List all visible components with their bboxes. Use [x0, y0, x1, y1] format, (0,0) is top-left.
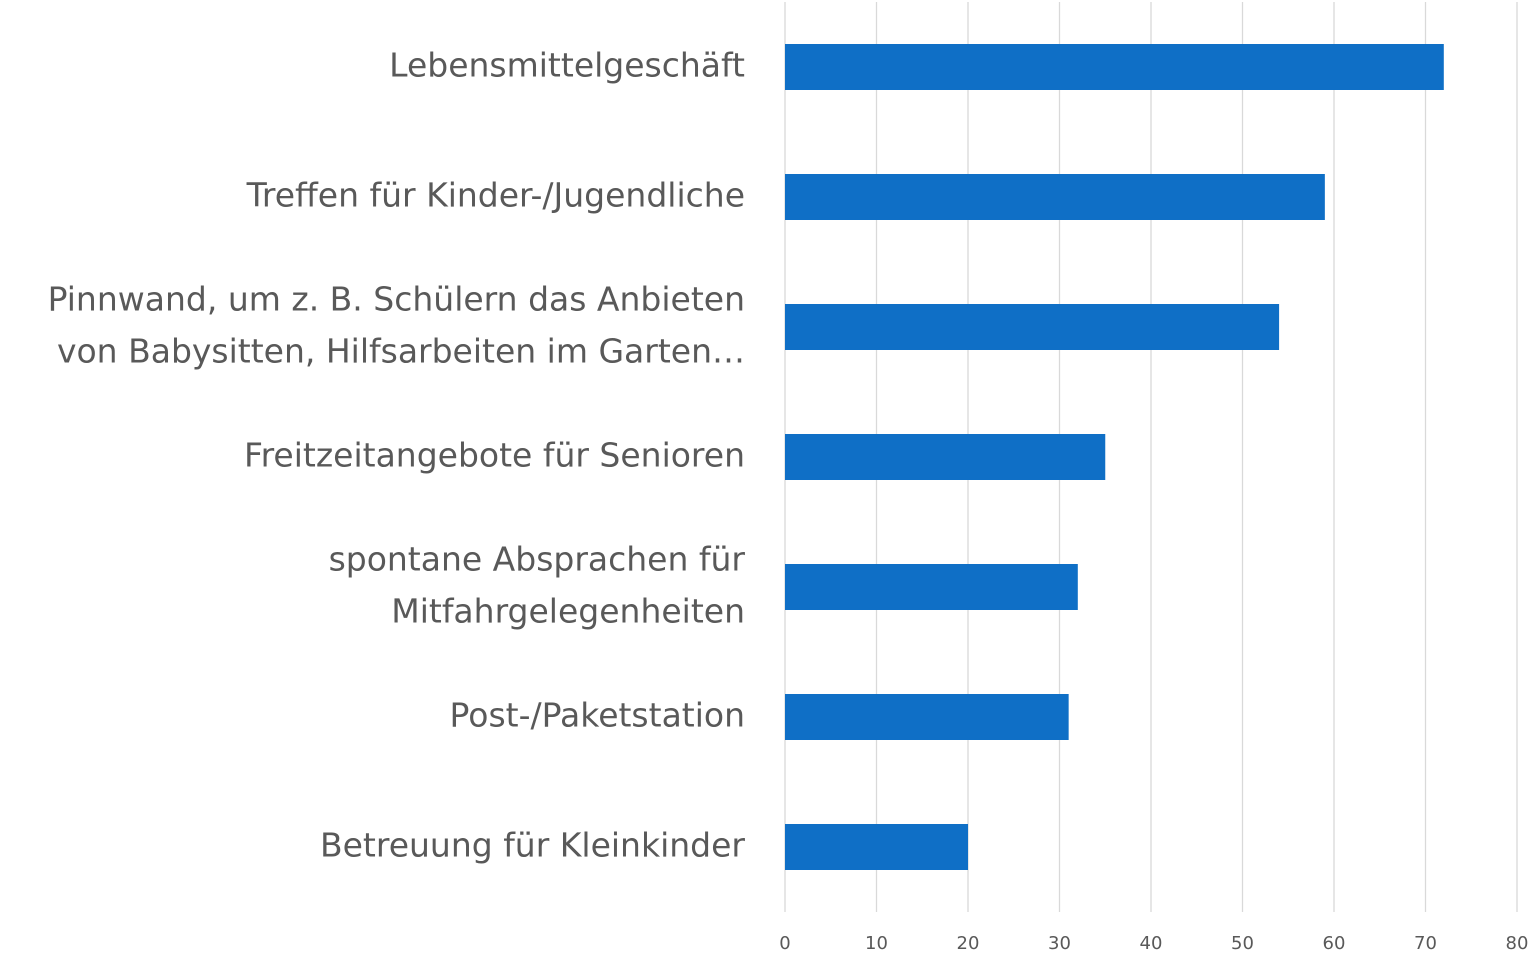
- y-tick-label: Betreuung für Kleinkinder: [320, 826, 745, 865]
- y-tick-label: Freitzeitangebote für Senioren: [244, 436, 745, 475]
- x-tick-label: 10: [865, 933, 888, 954]
- bar: [785, 824, 968, 870]
- x-tick-label: 0: [779, 933, 790, 954]
- bar: [785, 434, 1106, 480]
- bar: [785, 564, 1078, 610]
- y-tick-label: Post-/Paketstation: [450, 696, 745, 735]
- x-tick-label: 50: [1231, 933, 1254, 954]
- bar: [785, 44, 1444, 90]
- y-tick-label: Mitfahrgelegenheiten: [391, 592, 745, 631]
- y-tick-label: von Babysitten, Hilfsarbeiten im Garten…: [57, 332, 745, 371]
- x-tick-label: 40: [1140, 933, 1163, 954]
- x-tick-label: 70: [1414, 933, 1437, 954]
- x-tick-label: 80: [1506, 933, 1529, 954]
- y-tick-label: spontane Absprachen für: [329, 540, 746, 579]
- y-tick-label: Lebensmittelgeschäft: [389, 46, 745, 85]
- bar: [785, 694, 1069, 740]
- x-tick-label: 20: [957, 933, 980, 954]
- y-tick-label: Pinnwand, um z. B. Schülern das Anbieten: [48, 280, 745, 319]
- bar: [785, 174, 1325, 220]
- bar: [785, 304, 1280, 350]
- x-tick-label: 30: [1048, 933, 1071, 954]
- x-tick-label: 60: [1323, 933, 1346, 954]
- y-tick-label: Treffen für Kinder-/Jugendliche: [246, 176, 745, 215]
